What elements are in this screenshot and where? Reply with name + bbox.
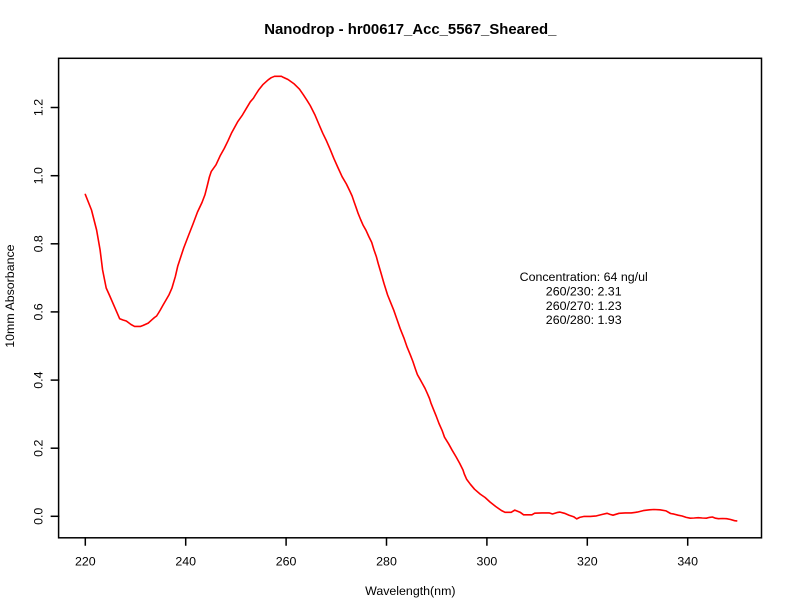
- svg-text:1.2: 1.2: [32, 99, 46, 116]
- svg-text:10mm Absorbance: 10mm Absorbance: [3, 244, 17, 347]
- svg-text:1.0: 1.0: [32, 167, 46, 184]
- svg-text:Nanodrop - hr00617_Acc_5567_Sh: Nanodrop - hr00617_Acc_5567_Sheared_: [264, 22, 557, 38]
- svg-text:0.0: 0.0: [32, 508, 46, 525]
- svg-text:260/280: 1.93: 260/280: 1.93: [546, 313, 622, 327]
- svg-text:220: 220: [75, 555, 96, 569]
- svg-text:Concentration: 64 ng/ul: Concentration: 64 ng/ul: [520, 270, 648, 284]
- svg-text:260/270: 1.23: 260/270: 1.23: [546, 299, 622, 313]
- svg-text:320: 320: [577, 555, 598, 569]
- svg-text:0.6: 0.6: [32, 303, 46, 320]
- svg-text:260: 260: [276, 555, 297, 569]
- svg-text:0.2: 0.2: [32, 439, 46, 456]
- svg-text:0.8: 0.8: [32, 235, 46, 252]
- svg-text:300: 300: [477, 555, 498, 569]
- svg-text:240: 240: [175, 555, 196, 569]
- svg-text:0.4: 0.4: [32, 371, 46, 388]
- svg-text:340: 340: [677, 555, 698, 569]
- svg-text:260/230: 2.31: 260/230: 2.31: [546, 284, 622, 298]
- svg-text:Wavelength(nm): Wavelength(nm): [365, 584, 455, 598]
- svg-text:280: 280: [376, 555, 397, 569]
